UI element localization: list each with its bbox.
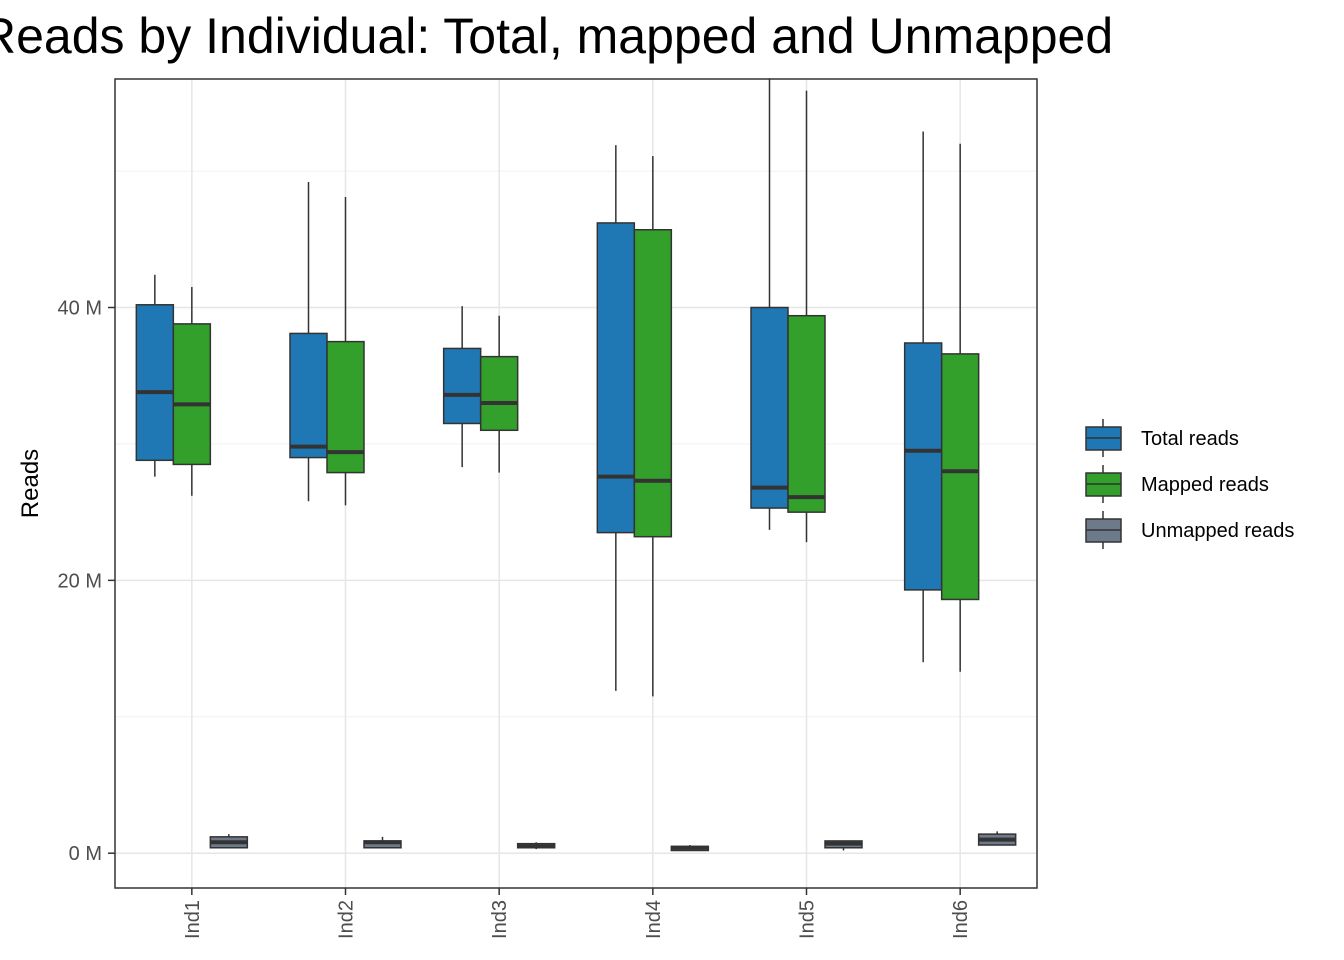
x-tick-label: Ind4 [643, 900, 665, 939]
box-mapped-reads-ind2 [326, 197, 365, 506]
y-axis-title: Reads [17, 449, 44, 518]
box-body [750, 306, 789, 509]
box-total-reads-ind2 [289, 182, 328, 502]
box-unmapped-reads-ind5 [824, 840, 863, 851]
box-body [940, 353, 980, 601]
y-tick-label: 0 M [69, 843, 102, 865]
x-tick-label: Ind6 [950, 900, 972, 939]
x-axis: Ind1 Ind2 Ind3 Ind4 Ind5 Ind6 [182, 888, 972, 939]
box-total-reads-ind6 [903, 131, 943, 663]
box-mapped-reads-ind6 [940, 143, 980, 672]
x-tick-label: Ind1 [182, 900, 204, 939]
box-body [479, 355, 519, 432]
box-body [633, 228, 673, 538]
box-mapped-reads-ind3 [479, 315, 519, 473]
box-unmapped-reads-ind6 [977, 831, 1017, 846]
x-tick-label: Ind2 [336, 900, 358, 939]
box-unmapped-reads-ind1 [209, 834, 249, 849]
box-marks [135, 78, 1017, 852]
box-total-reads-ind3 [442, 306, 482, 468]
box-total-reads-ind4 [596, 145, 636, 691]
box-unmapped-reads-ind3 [516, 842, 556, 850]
plot-panel-border [114, 78, 1038, 889]
y-axis: 0 M 20 M 40 M [58, 298, 115, 865]
x-tick-label: Ind5 [797, 900, 819, 939]
legend-item-unmapped-reads: Unmapped reads [1085, 511, 1294, 549]
box-mapped-reads-ind5 [787, 90, 826, 543]
box-unmapped-reads-ind2 [363, 836, 402, 849]
box-body [596, 222, 636, 534]
legend-item-total-reads: Total reads [1085, 419, 1239, 457]
box-body [787, 314, 826, 513]
x-tick-label: Ind3 [489, 900, 511, 939]
legend-item-mapped-reads: Mapped reads [1085, 465, 1269, 503]
box-body [442, 347, 482, 425]
legend-label: Total reads [1141, 428, 1239, 450]
box-unmapped-reads-ind4 [670, 845, 710, 852]
plot-panel-background [115, 79, 1037, 888]
legend-label: Mapped reads [1141, 474, 1269, 496]
box-body [172, 323, 212, 466]
box-mapped-reads-ind1 [172, 287, 212, 496]
legend-label: Unmapped reads [1141, 520, 1294, 542]
y-tick-label: 40 M [58, 298, 102, 320]
box-body [135, 304, 175, 462]
plot-panel [114, 78, 1038, 889]
y-tick-label: 20 M [58, 570, 102, 592]
box-mapped-reads-ind4 [633, 156, 673, 697]
box-body [903, 342, 943, 591]
box-total-reads-ind1 [135, 274, 175, 477]
box-body [289, 332, 328, 459]
legend: Total reads Mapped reads Unmapped reads [1085, 419, 1294, 549]
chart-title: Reads by Individual: Total, mapped and U… [0, 8, 1113, 64]
